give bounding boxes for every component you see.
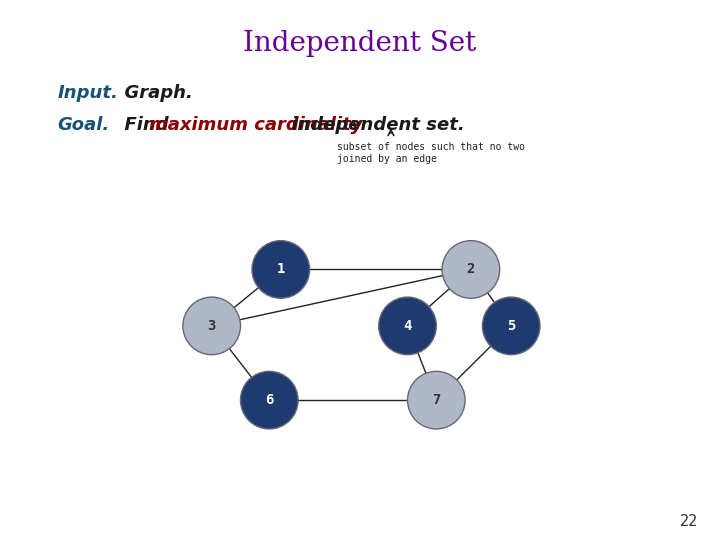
Text: 5: 5 [507, 319, 516, 333]
Text: 2: 2 [467, 262, 475, 276]
Ellipse shape [408, 372, 465, 429]
Text: Input.: Input. [58, 84, 119, 102]
Text: Find: Find [112, 116, 174, 134]
Text: 3: 3 [207, 319, 216, 333]
Ellipse shape [252, 241, 310, 298]
Text: 7: 7 [432, 393, 441, 407]
Text: 22: 22 [680, 514, 698, 529]
Text: independent set.: independent set. [285, 116, 465, 134]
Text: maximum cardinality: maximum cardinality [149, 116, 363, 134]
Ellipse shape [240, 372, 298, 429]
Ellipse shape [482, 297, 540, 355]
Text: 6: 6 [265, 393, 274, 407]
Text: subset of nodes such that no two
joined by an edge: subset of nodes such that no two joined … [337, 142, 525, 164]
Text: Graph.: Graph. [112, 84, 192, 102]
Ellipse shape [379, 297, 436, 355]
Text: Goal.: Goal. [58, 116, 110, 134]
Ellipse shape [183, 297, 240, 355]
Text: Independent Set: Independent Set [243, 30, 477, 57]
Ellipse shape [442, 241, 500, 298]
Text: 4: 4 [403, 319, 412, 333]
Text: 1: 1 [276, 262, 285, 276]
